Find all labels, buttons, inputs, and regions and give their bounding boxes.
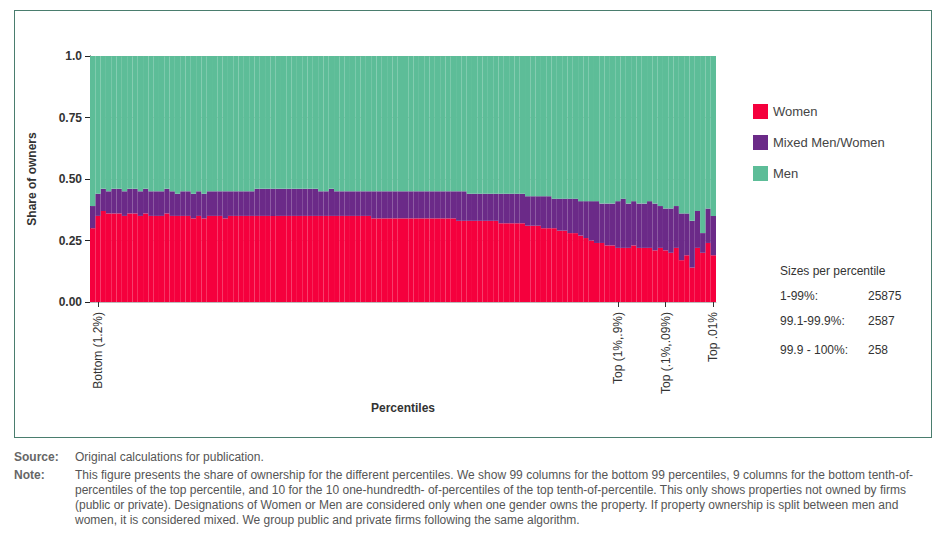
svg-text:Women: Women — [773, 104, 818, 119]
html-text:Original calculations for publ: Original calculations for publication. — [75, 450, 264, 464]
svg-text:0.25: 0.25 — [59, 234, 83, 248]
svg-text:Bottom (1.2%): Bottom (1.2%) — [91, 312, 105, 389]
svg-text:Share of owners: Share of owners — [25, 132, 39, 226]
svg-text:Top .01%: Top .01% — [706, 312, 720, 362]
svg-text:0.75: 0.75 — [59, 111, 83, 125]
html-text:This figure presents the share: This figure presents the share of owners… — [75, 468, 913, 527]
svg-text:Sizes per percentile: Sizes per percentile — [780, 264, 886, 278]
svg-text:Percentiles: Percentiles — [371, 401, 435, 415]
html-text:Note:: Note: — [14, 468, 45, 482]
svg-text:1-99%:: 1-99%: — [780, 289, 818, 303]
svg-text:2587: 2587 — [868, 314, 895, 328]
svg-text:Men: Men — [773, 166, 798, 181]
svg-text:Mixed Men/Women: Mixed Men/Women — [773, 135, 885, 150]
svg-text:Top (.1%,.09%): Top (.1%,.09%) — [659, 312, 673, 394]
svg-text:99.1-99.9%:: 99.1-99.9%: — [780, 314, 845, 328]
svg-text:99.9 - 100%:: 99.9 - 100%: — [780, 343, 848, 357]
svg-text:0.50: 0.50 — [59, 172, 83, 186]
svg-text:1.0: 1.0 — [65, 49, 82, 63]
html-text:Source:: Source: — [14, 450, 59, 464]
svg-text:0.00: 0.00 — [59, 295, 83, 309]
svg-text:258: 258 — [868, 343, 888, 357]
svg-text:25875: 25875 — [868, 289, 902, 303]
svg-text:Top (1%,.9%): Top (1%,.9%) — [611, 312, 625, 384]
